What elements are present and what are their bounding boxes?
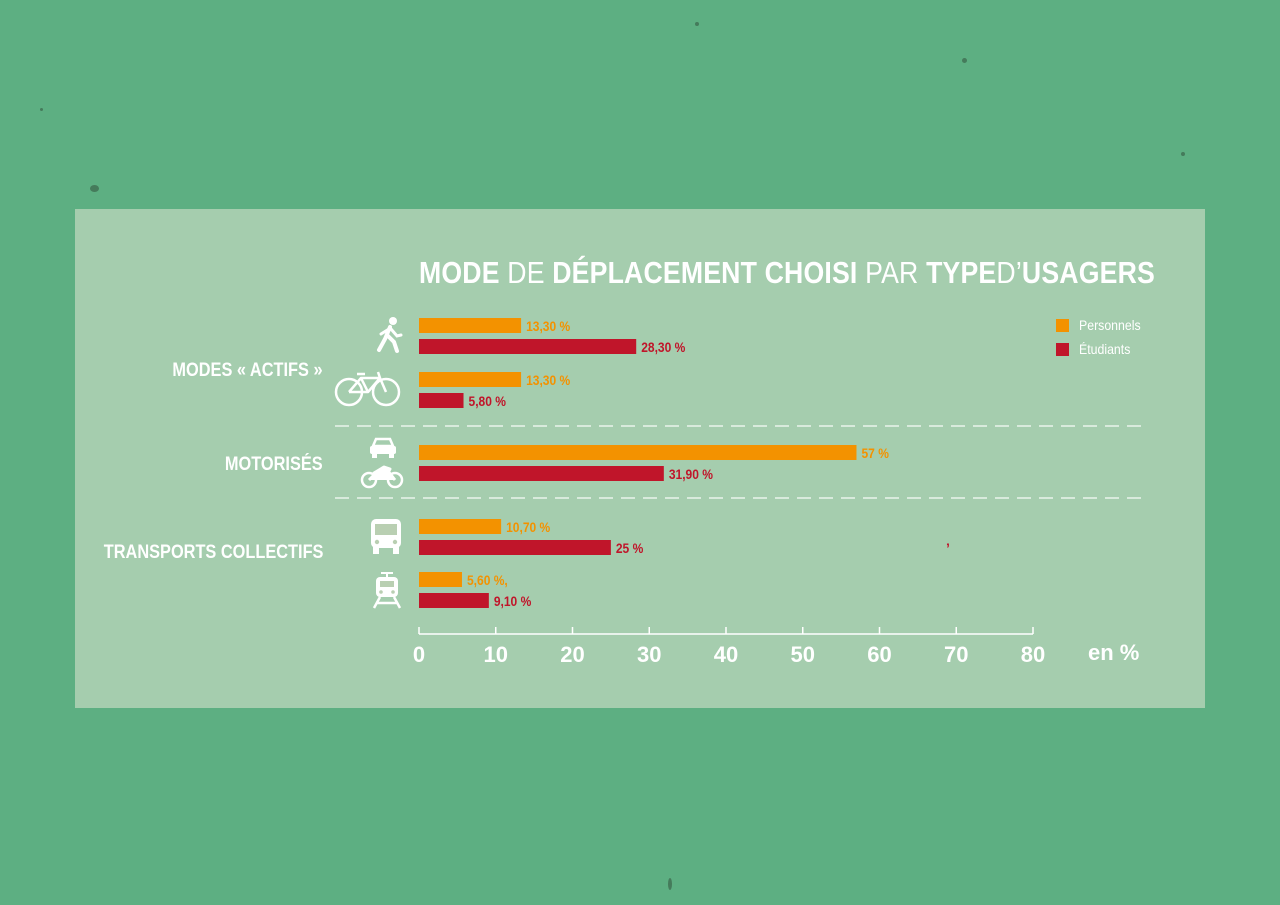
group-label-motorises: MOTORISÉS: [225, 454, 323, 475]
chart-title: MODE DE DÉPLACEMENT CHOISI PAR TYPED’USA…: [419, 255, 1155, 291]
stray-mark: ’: [946, 540, 950, 556]
background-speck: [962, 58, 967, 63]
title-word: USAGERS: [1021, 255, 1155, 290]
pedestrian-icon: [377, 317, 403, 353]
bar-personnels: [419, 445, 857, 460]
x-tick-label: 20: [560, 642, 584, 667]
x-tick-label: 0: [413, 642, 425, 667]
title-word: DÉPLACEMENT CHOISI: [552, 255, 858, 290]
data-label: 5,80 %: [469, 393, 507, 409]
title-word: TYPE: [926, 255, 997, 290]
background-speck: [90, 185, 99, 192]
bar-etudiants: [419, 466, 664, 481]
background-speck: [40, 108, 43, 111]
data-label: 57 %: [861, 445, 889, 461]
title-word: PAR: [865, 255, 919, 290]
bar-etudiants: [419, 540, 611, 555]
bar-etudiants: [419, 393, 464, 408]
bar-personnels: [419, 318, 522, 333]
background-speck: [695, 22, 699, 26]
legend-swatch-etudiants: [1056, 342, 1069, 356]
bicycle-icon: [334, 371, 401, 407]
background-speck: [668, 878, 672, 890]
legend-item-etudiants: Étudiants: [1056, 341, 1137, 357]
bar-etudiants: [419, 339, 637, 354]
legend-swatch-personnels: [1056, 318, 1069, 332]
x-tick-label: 30: [637, 642, 661, 667]
group-label-collectifs: TRANSPORTS COLLECTIFS: [103, 542, 323, 563]
bar-etudiants: [419, 593, 489, 608]
x-tick-label: 40: [714, 642, 738, 667]
data-label: 31,90 %: [669, 466, 714, 482]
x-tick-label: 60: [867, 642, 891, 667]
title-word: DE: [507, 255, 545, 290]
motorbike-icon: [360, 465, 404, 489]
data-label: 13,30 %: [526, 318, 571, 334]
legend-label: Étudiants: [1079, 341, 1131, 357]
tram-icon: [372, 572, 402, 609]
group-label-actifs: MODES « ACTIFS »: [172, 360, 323, 381]
x-tick-label: 80: [1021, 642, 1045, 667]
bar-personnels: [419, 372, 522, 387]
title-word: MODE: [419, 255, 500, 290]
background-speck: [1181, 152, 1185, 156]
bar-personnels: [419, 519, 502, 534]
data-label: 28,30 %: [641, 339, 686, 355]
data-label: 25 %: [616, 540, 644, 556]
x-tick-label: 50: [791, 642, 815, 667]
title-word: D’: [996, 255, 1022, 290]
legend-label: Personnels: [1079, 317, 1141, 333]
bus-icon: [371, 519, 401, 554]
car-icon: [370, 437, 396, 458]
data-label: 9,10 %: [494, 593, 532, 609]
data-label: 5,60 %,: [467, 572, 508, 588]
legend-item-personnels: Personnels: [1056, 317, 1149, 333]
x-axis-unit-label: en %: [1088, 640, 1140, 665]
data-label: 10,70 %: [506, 519, 551, 535]
x-tick-label: 70: [944, 642, 968, 667]
data-label: 13,30 %: [526, 372, 571, 388]
bar-personnels: [419, 572, 462, 587]
x-tick-label: 10: [484, 642, 508, 667]
